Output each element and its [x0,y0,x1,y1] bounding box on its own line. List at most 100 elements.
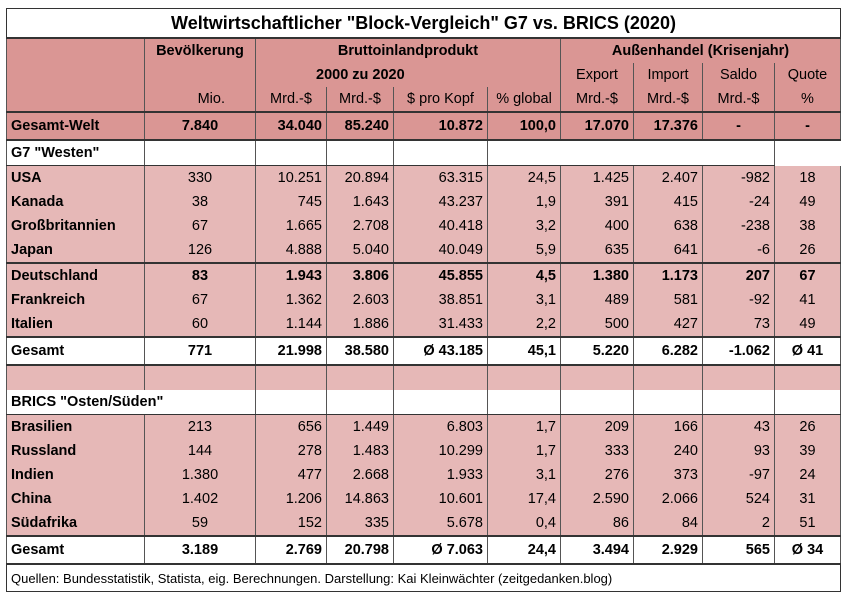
cell-gdp-2020: 5.040 [326,238,394,263]
empty-cell [702,365,775,390]
empty-cell [702,390,775,415]
cell-ratio: - [774,111,841,141]
cell-export: 391 [560,190,634,214]
cell-country: Gesamt [6,535,145,565]
cell-population: 59 [144,511,256,536]
cell-gdp-per-capita: 38.851 [393,288,488,312]
cell-gdp-share: 100,0 [487,111,561,141]
cell-import: 638 [633,214,703,238]
empty-cell [487,390,561,415]
cell-gdp-2000: 4.888 [255,238,327,263]
cell-import: 415 [633,190,703,214]
cell-gdp-2020: 1.643 [326,190,394,214]
table-row: Russland 144 278 1.483 10.299 1,7 333 240 93 39 [6,439,841,463]
cell-country: Gesamt-Welt [6,111,145,141]
cell-export: 333 [560,439,634,463]
header-row-1: Bevölkerung Bruttoinlandprodukt Außenhan… [6,38,841,63]
title-row: Weltwirtschaftlicher "Block-Vergleich" G… [6,8,841,39]
cell-gdp-2020: 38.580 [326,336,394,366]
cell-country: Brasilien [6,414,145,439]
header-balance: Saldo [702,63,775,87]
section-label: BRICS "Osten/Süden" [6,390,256,415]
cell-gdp-2000: 21.998 [255,336,327,366]
cell-population: 3.189 [144,535,256,565]
brics-total-row: Gesamt 3.189 2.769 20.798 Ø 7.063 24,4 3.494 2.… [6,535,841,565]
header-unit-gdp-2000: Mrd.-$ [255,87,327,112]
cell-balance: - [702,111,775,141]
empty-cell [326,390,394,415]
cell-country: Deutschland [6,262,145,288]
cell-country: USA [6,165,145,190]
cell-ratio: 31 [774,487,841,511]
header-unit-import: Mrd.-$ [633,87,703,112]
cell-gdp-2000: 1.665 [255,214,327,238]
cell-population: 1.380 [144,463,256,487]
header-row-2: 2000 zu 2020 Export Import Saldo Quote [6,63,841,87]
cell-population: 67 [144,288,256,312]
cell-import: 2.066 [633,487,703,511]
cell-ratio: 39 [774,439,841,463]
cell-export: 2.590 [560,487,634,511]
cell-gdp-per-capita: 6.803 [393,414,488,439]
cell-population: 7.840 [144,111,256,141]
header-unit-balance: Mrd.-$ [702,87,775,112]
cell-import: 2.929 [633,535,703,565]
table-row: USA 330 10.251 20.894 63.315 24,5 1.425 2.407 -9… [6,165,841,190]
empty-cell [487,365,561,390]
cell-gdp-2000: 34.040 [255,111,327,141]
cell-gdp-2000: 477 [255,463,327,487]
header-empty [6,63,145,87]
cell-gdp-share: 0,4 [487,511,561,536]
cell-balance: -982 [702,165,775,190]
header-export: Export [560,63,634,87]
cell-export: 489 [560,288,634,312]
table-title: Weltwirtschaftlicher "Block-Vergleich" G… [6,8,841,39]
cell-population: 60 [144,312,256,337]
cell-gdp-per-capita: 43.237 [393,190,488,214]
header-ratio: Quote [774,63,841,87]
cell-gdp-2000: 745 [255,190,327,214]
cell-population: 83 [144,262,256,288]
cell-gdp-per-capita: 63.315 [393,165,488,190]
empty-cell [255,140,327,166]
cell-balance: 565 [702,535,775,565]
cell-gdp-2020: 3.806 [326,262,394,288]
cell-gdp-per-capita: Ø 43.185 [393,336,488,366]
empty-cell [255,390,327,415]
cell-gdp-share: 17,4 [487,487,561,511]
cell-balance: -97 [702,463,775,487]
cell-gdp-share: 5,9 [487,238,561,263]
cell-ratio: 18 [774,165,841,190]
cell-import: 641 [633,238,703,263]
header-unit-export: Mrd.-$ [560,87,634,112]
cell-ratio: 41 [774,288,841,312]
cell-import: 2.407 [633,165,703,190]
cell-population: 1.402 [144,487,256,511]
cell-gdp-2020: 20.798 [326,535,394,565]
cell-gdp-2020: 335 [326,511,394,536]
comparison-table: Weltwirtschaftlicher "Block-Vergleich" G… [6,8,841,592]
header-foreign-trade: Außenhandel (Krisenjahr) [560,38,841,63]
header-unit-ratio: % [774,87,841,112]
cell-gdp-per-capita: Ø 7.063 [393,535,488,565]
header-gdp: Bruttoinlandprodukt [255,38,561,63]
cell-population: 126 [144,238,256,263]
header-unit-gdp-share: % global [487,87,561,112]
header-population: Bevölkerung [144,38,256,63]
cell-gdp-2020: 2.668 [326,463,394,487]
spacer-row [6,365,841,390]
cell-population: 38 [144,190,256,214]
cell-gdp-2000: 1.362 [255,288,327,312]
empty-cell [255,365,327,390]
cell-gdp-2000: 1.206 [255,487,327,511]
cell-population: 144 [144,439,256,463]
table-row: Kanada 38 745 1.643 43.237 1,9 391 415 -24 49 [6,190,841,214]
cell-gdp-per-capita: 45.855 [393,262,488,288]
cell-gdp-2020: 2.603 [326,288,394,312]
empty-cell [393,140,488,166]
cell-export: 3.494 [560,535,634,565]
cell-population: 330 [144,165,256,190]
header-empty [6,38,145,63]
cell-gdp-2000: 2.769 [255,535,327,565]
cell-gdp-per-capita: 10.872 [393,111,488,141]
